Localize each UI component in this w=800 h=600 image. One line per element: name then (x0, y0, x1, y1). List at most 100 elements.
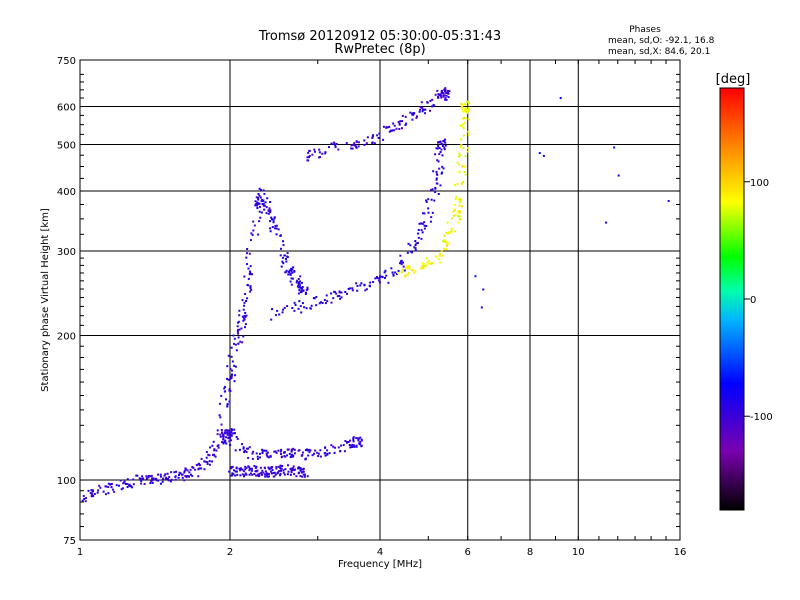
data-point (289, 280, 292, 283)
data-point (431, 211, 434, 214)
data-point (232, 334, 235, 337)
data-point (230, 474, 233, 477)
data-point (398, 122, 401, 125)
data-point (297, 282, 300, 285)
data-point (400, 127, 403, 130)
data-point (216, 429, 219, 432)
data-point (356, 284, 359, 287)
data-point (327, 146, 330, 149)
data-point (302, 289, 305, 292)
data-point (257, 202, 260, 205)
data-point (280, 469, 283, 472)
data-point (309, 307, 312, 310)
data-point (440, 142, 443, 145)
data-point (245, 300, 248, 303)
data-point (279, 472, 282, 475)
data-point (440, 148, 443, 151)
data-point (215, 449, 218, 452)
data-point (308, 451, 311, 454)
data-point (287, 270, 290, 273)
data-point (119, 479, 122, 482)
data-point (173, 471, 176, 474)
data-point (444, 87, 447, 90)
data-point (450, 217, 453, 220)
data-point (421, 110, 424, 113)
data-point (269, 211, 272, 214)
data-point (226, 365, 229, 368)
data-point (230, 355, 233, 358)
data-point (142, 477, 145, 480)
colorbar-label: [deg] (716, 72, 751, 87)
data-point (282, 262, 285, 265)
data-point (438, 146, 441, 149)
y-axis-label: Stationary phase Virtual Height [km] (40, 208, 51, 392)
data-point (243, 304, 246, 307)
data-point (145, 475, 148, 478)
data-point (351, 445, 354, 448)
data-point (132, 478, 135, 481)
x-axis-label: Frequency [MHz] (338, 559, 422, 570)
x-tick-label: 8 (527, 547, 533, 558)
data-point (467, 147, 470, 150)
data-point (324, 454, 327, 457)
data-point (437, 160, 440, 163)
data-point (228, 444, 231, 447)
data-point (430, 198, 433, 201)
y-tick-label: 400 (57, 187, 76, 198)
data-point (262, 199, 265, 202)
data-point (253, 472, 256, 475)
data-point (279, 254, 282, 257)
data-point (245, 256, 248, 259)
data-point (435, 177, 438, 180)
data-point (259, 188, 262, 191)
data-point (293, 469, 296, 472)
data-point (355, 445, 358, 448)
data-point (222, 436, 225, 439)
ticks: 1 2 4 6 8 10 16 75 100 200 300 400 500 600 750 (57, 56, 686, 558)
data-point (343, 450, 346, 453)
data-point (256, 457, 259, 460)
data-point (278, 470, 281, 473)
data-point (238, 328, 241, 331)
data-point (249, 271, 252, 274)
data-point (181, 476, 184, 479)
data-point (157, 473, 160, 476)
data-point (222, 441, 225, 444)
data-point (229, 367, 232, 370)
data-point (378, 281, 381, 284)
data-point (443, 94, 446, 97)
data-point (235, 349, 238, 352)
data-point (340, 291, 343, 294)
data-point (282, 469, 285, 472)
data-point (291, 277, 294, 280)
data-point (351, 147, 354, 150)
data-point (427, 262, 430, 265)
data-point (405, 122, 408, 125)
data-point (293, 269, 296, 272)
data-point (450, 230, 453, 233)
data-point (442, 240, 445, 243)
data-point (275, 233, 278, 236)
data-point (304, 449, 307, 452)
data-point (277, 228, 280, 231)
data-point (283, 455, 286, 458)
data-point (347, 288, 350, 291)
data-point (236, 437, 239, 440)
y-tick-label: 500 (57, 141, 76, 152)
data-point (462, 123, 465, 126)
data-point (111, 488, 114, 491)
data-point (436, 173, 439, 176)
data-point (234, 343, 237, 346)
data-point (222, 438, 225, 441)
data-point (444, 97, 447, 100)
data-point (200, 457, 203, 460)
data-point (345, 292, 348, 295)
data-point (256, 201, 259, 204)
data-point (249, 239, 252, 242)
data-point (159, 473, 162, 476)
data-point (446, 221, 449, 224)
data-point (266, 197, 269, 200)
data-point (423, 227, 426, 230)
data-point (297, 467, 300, 470)
data-point (261, 449, 264, 452)
